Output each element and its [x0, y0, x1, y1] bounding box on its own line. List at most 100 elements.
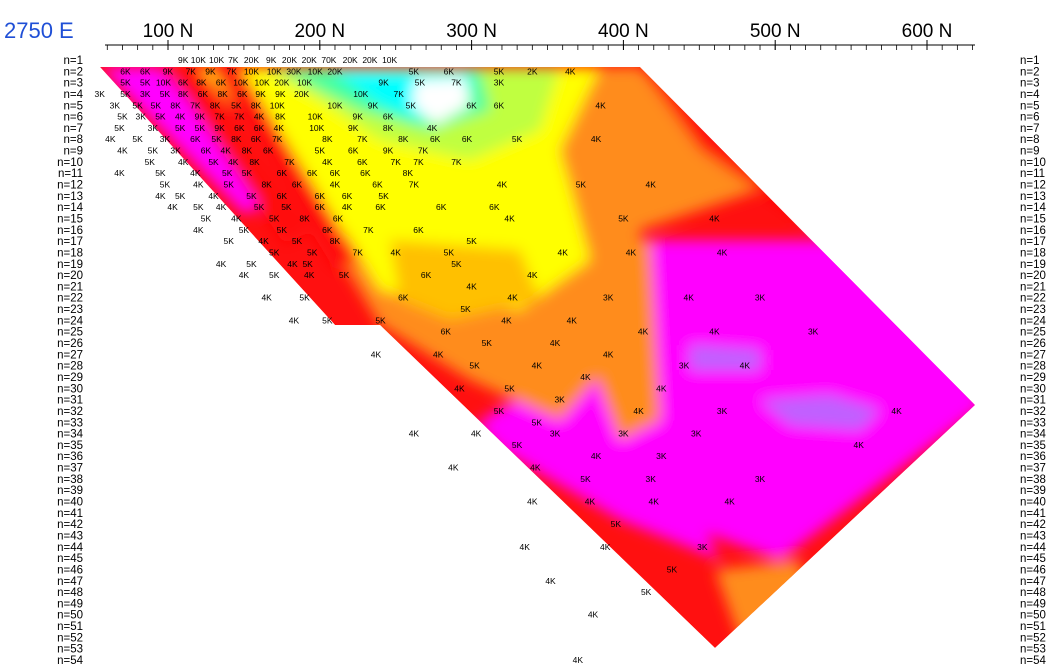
resistivity-value-label: 4K	[591, 134, 602, 144]
resistivity-value-label: 4K	[507, 293, 518, 303]
resistivity-value-label: 5K	[277, 225, 288, 235]
resistivity-value-label: 6K	[322, 225, 333, 235]
resistivity-value-label: 5K	[224, 236, 235, 246]
depth-label: n=17	[57, 236, 83, 248]
resistivity-value-label: 5K	[504, 383, 515, 393]
resistivity-value-label: 6K	[372, 180, 383, 190]
depth-label-right: n=40	[1020, 497, 1046, 509]
resistivity-value-label: 4K	[231, 213, 242, 223]
resistivity-value-label: 20K	[294, 89, 309, 99]
resistivity-value-label: 20K	[343, 55, 358, 65]
resistivity-value-label: 6K	[315, 202, 326, 212]
resistivity-value-label: 7K	[227, 66, 238, 76]
resistivity-value-label: 6K	[462, 134, 473, 144]
yellow-lower	[390, 240, 540, 320]
resistivity-value-label: 4K	[591, 451, 602, 461]
resistivity-value-label: 5K	[269, 247, 280, 257]
depth-labels-right: n=1n=2n=3n=4n=5n=6n=7n=8n=9n=10n=11n=12n…	[1020, 55, 1046, 665]
resistivity-value-label: 6K	[190, 134, 201, 144]
resistivity-value-label: 5K	[151, 100, 162, 110]
depth-label: n=22	[57, 293, 83, 305]
resistivity-value-label: 4K	[254, 112, 265, 122]
resistivity-value-label: 4K	[532, 361, 543, 371]
resistivity-value-label: 6K	[237, 89, 248, 99]
depth-label: n=39	[57, 485, 83, 497]
resistivity-value-label: 7K	[228, 55, 239, 65]
resistivity-value-label: 4K	[167, 202, 178, 212]
resistivity-value-label: 4K	[527, 270, 538, 280]
resistivity-value-label: 6K	[489, 202, 500, 212]
depth-label: n=21	[57, 281, 83, 293]
resistivity-value-label: 5K	[193, 202, 204, 212]
resistivity-value-label: 4K	[567, 315, 578, 325]
depth-label: n=19	[57, 259, 83, 271]
resistivity-value-label: 4K	[322, 157, 333, 167]
depth-label-right: n=30	[1020, 383, 1046, 395]
resistivity-value-label: 9K	[378, 78, 389, 88]
resistivity-value-label: 4K	[520, 542, 531, 552]
resistivity-value-label: 9K	[266, 55, 277, 65]
resistivity-value-label: 4K	[656, 383, 667, 393]
resistivity-value-label: 10K	[297, 78, 312, 88]
resistivity-value-label: 4K	[646, 180, 657, 190]
depth-label-right: n=10	[1020, 157, 1046, 169]
resistivity-value-label: 6K	[178, 78, 189, 88]
left-stripe-3	[210, 67, 360, 270]
white-core	[412, 78, 470, 125]
depth-label: n=15	[57, 213, 83, 225]
resistivity-value-label: 4K	[193, 180, 204, 190]
resistivity-value-label: 5K	[451, 259, 462, 269]
resistivity-value-label: 30K	[286, 66, 301, 76]
resistivity-value-label: 5K	[145, 157, 156, 167]
resistivity-value-label: 6K	[315, 191, 326, 201]
depth-label: n=42	[57, 519, 83, 531]
resistivity-value-label: 6K	[330, 168, 341, 178]
depth-label-right: n=18	[1020, 247, 1046, 259]
resistivity-value-label: 8K	[196, 78, 207, 88]
x-tick-label: 300 N	[446, 21, 497, 42]
resistivity-value-label: 4K	[471, 429, 482, 439]
depth-label-right: n=26	[1020, 338, 1046, 350]
resistivity-value-label: 9K	[163, 66, 174, 76]
resistivity-value-label: 3K	[679, 361, 690, 371]
resistivity-value-label: 5K	[444, 247, 455, 257]
resistivity-value-label: 5K	[140, 78, 151, 88]
depth-label-right: n=14	[1020, 202, 1046, 214]
resistivity-value-label: 8K	[251, 100, 262, 110]
resistivity-value-label: 7K	[190, 100, 201, 110]
resistivity-value-label: 2K	[527, 66, 538, 76]
depth-label-right: n=8	[1020, 134, 1040, 146]
resistivity-value-label: 4K	[545, 576, 556, 586]
depth-label-right: n=43	[1020, 530, 1046, 542]
resistivity-value-label: 8K	[210, 100, 221, 110]
resistivity-value-label: 10K	[353, 89, 368, 99]
resistivity-value-label: 5K	[222, 168, 233, 178]
resistivity-value-label: 6K	[383, 112, 394, 122]
depth-label-right: n=27	[1020, 349, 1046, 361]
resistivity-value-label: 6K	[430, 134, 441, 144]
heatmap-area	[100, 67, 975, 648]
depth-label: n=47	[57, 576, 83, 588]
resistivity-value-label: 5K	[406, 100, 417, 110]
resistivity-value-label: 4K	[501, 315, 512, 325]
resistivity-value-label: 8K	[217, 89, 228, 99]
depth-label: n=53	[57, 644, 83, 656]
resistivity-value-label: 5K	[201, 213, 212, 223]
resistivity-value-label: 5K	[175, 191, 186, 201]
resistivity-value-label: 5K	[117, 112, 128, 122]
depth-label: n=31	[57, 395, 83, 407]
depth-label: n=43	[57, 530, 83, 542]
resistivity-value-label: 4K	[853, 440, 864, 450]
x-tick-label: 200 N	[294, 21, 345, 42]
resistivity-value-label: 10K	[309, 123, 324, 133]
depth-label-right: n=5	[1020, 100, 1040, 112]
depth-label: n=18	[57, 247, 83, 259]
resistivity-value-label: 4K	[638, 327, 649, 337]
resistivity-value-label: 4K	[220, 146, 231, 156]
depth-label-right: n=28	[1020, 361, 1046, 373]
resistivity-value-label: 6K	[357, 157, 368, 167]
resistivity-value-label: 9K	[275, 89, 286, 99]
depth-label-right: n=47	[1020, 576, 1046, 588]
resistivity-value-label: 5K	[512, 134, 523, 144]
depth-label: n=38	[57, 474, 83, 486]
